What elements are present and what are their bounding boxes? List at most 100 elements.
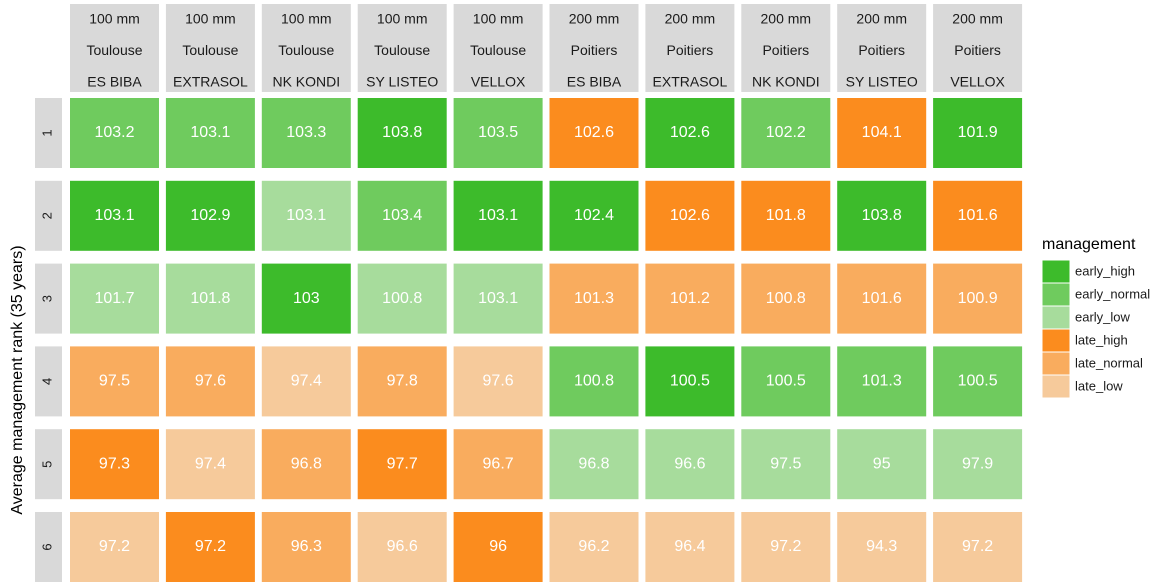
tile-label: 100.9 xyxy=(958,290,998,307)
tile xyxy=(549,98,639,168)
tile-label: 97.5 xyxy=(770,455,801,472)
column-strip xyxy=(453,4,543,92)
tile xyxy=(933,180,1023,251)
tile-label: 97.9 xyxy=(962,455,993,472)
tile-label: 101.7 xyxy=(94,290,134,307)
tile xyxy=(70,98,159,168)
tile xyxy=(741,346,831,417)
tile xyxy=(741,180,831,251)
tile-label: 97.4 xyxy=(291,373,322,390)
tile-label: 100.5 xyxy=(958,373,998,390)
tile-label: 97.5 xyxy=(99,373,130,390)
column-strip-label: NK KONDI xyxy=(752,74,820,90)
column-strip-label: Poitiers xyxy=(667,42,714,58)
column-strip xyxy=(165,4,255,92)
tile-label: 102.2 xyxy=(766,124,806,141)
legend-key xyxy=(1041,328,1071,353)
tile-label: 101.6 xyxy=(862,290,902,307)
tile xyxy=(933,346,1023,417)
column-strip-label: Toulouse xyxy=(470,42,526,58)
tile-label: 101.3 xyxy=(862,373,902,390)
tile-label: 103.4 xyxy=(382,207,422,224)
column-strip xyxy=(741,4,831,92)
tile xyxy=(549,263,639,334)
tile xyxy=(933,263,1023,334)
tile-label: 102.6 xyxy=(574,124,614,141)
tile xyxy=(549,429,639,500)
column-strip-label: 200 mm xyxy=(856,11,907,27)
tile xyxy=(741,263,831,334)
legend-label: early_normal xyxy=(1075,286,1150,301)
tile xyxy=(837,512,927,582)
tile-label: 94.3 xyxy=(866,538,897,555)
row-strip xyxy=(35,346,62,417)
tile xyxy=(645,263,735,334)
tile xyxy=(261,98,351,168)
column-strip-label: ES BIBA xyxy=(567,74,622,90)
tile xyxy=(70,263,159,334)
tile xyxy=(933,512,1023,582)
tile xyxy=(645,98,735,168)
legend-label: early_low xyxy=(1075,309,1131,324)
row-strip xyxy=(35,98,62,168)
tile-label: 100.8 xyxy=(382,290,422,307)
tile-label: 97.2 xyxy=(962,538,993,555)
column-strip xyxy=(357,4,447,92)
column-strip-label: 100 mm xyxy=(89,11,140,27)
tile xyxy=(165,98,255,168)
tile xyxy=(70,180,159,251)
tile-label: 100.8 xyxy=(574,373,614,390)
tile xyxy=(261,429,351,500)
tile xyxy=(837,180,927,251)
tile-label: 101.2 xyxy=(670,290,710,307)
tile xyxy=(453,346,543,417)
tile-label: 103.1 xyxy=(190,124,230,141)
tile-label: 96.3 xyxy=(291,538,322,555)
tile-label: 95 xyxy=(873,455,891,472)
row-strip-label: 4 xyxy=(39,378,54,385)
column-strip-label: Toulouse xyxy=(374,42,430,58)
column-strip-label: EXTRASOL xyxy=(173,74,248,90)
tile-label: 96.2 xyxy=(578,538,609,555)
tile-label: 97.8 xyxy=(387,373,418,390)
tile xyxy=(453,98,543,168)
legend-title: management xyxy=(1042,236,1136,253)
tile xyxy=(357,512,447,582)
column-strip-label: 200 mm xyxy=(665,11,716,27)
column-strip-label: SY LISTEO xyxy=(846,74,918,90)
tile xyxy=(549,180,639,251)
tile xyxy=(645,512,735,582)
legend-label: late_low xyxy=(1075,378,1123,393)
tile-label: 96.8 xyxy=(578,455,609,472)
tile-label: 100.5 xyxy=(670,373,710,390)
tile xyxy=(165,512,255,582)
tile-label: 103.2 xyxy=(94,124,134,141)
tile xyxy=(261,180,351,251)
tile-label: 104.1 xyxy=(862,124,902,141)
tile xyxy=(837,346,927,417)
row-strip xyxy=(35,429,62,500)
row-strip xyxy=(35,512,62,582)
tile xyxy=(165,346,255,417)
legend-label: late_high xyxy=(1075,332,1128,347)
column-strip-label: SY LISTEO xyxy=(366,74,438,90)
tile xyxy=(261,512,351,582)
tile xyxy=(741,512,831,582)
tile-label: 103.1 xyxy=(478,290,518,307)
tile xyxy=(357,180,447,251)
tile-label: 100.5 xyxy=(766,373,806,390)
tile xyxy=(837,263,927,334)
column-strip-label: Poitiers xyxy=(954,42,1001,58)
tile-label: 102.6 xyxy=(670,207,710,224)
tile-label: 97.6 xyxy=(195,373,226,390)
tile-label: 96.7 xyxy=(483,455,514,472)
tile xyxy=(837,429,927,500)
tile xyxy=(453,263,543,334)
tile xyxy=(549,346,639,417)
column-strip-label: 200 mm xyxy=(569,11,620,27)
tile xyxy=(645,180,735,251)
tile-label: 101.6 xyxy=(958,207,998,224)
column-strip xyxy=(549,4,639,92)
column-strip-label: 100 mm xyxy=(473,11,524,27)
